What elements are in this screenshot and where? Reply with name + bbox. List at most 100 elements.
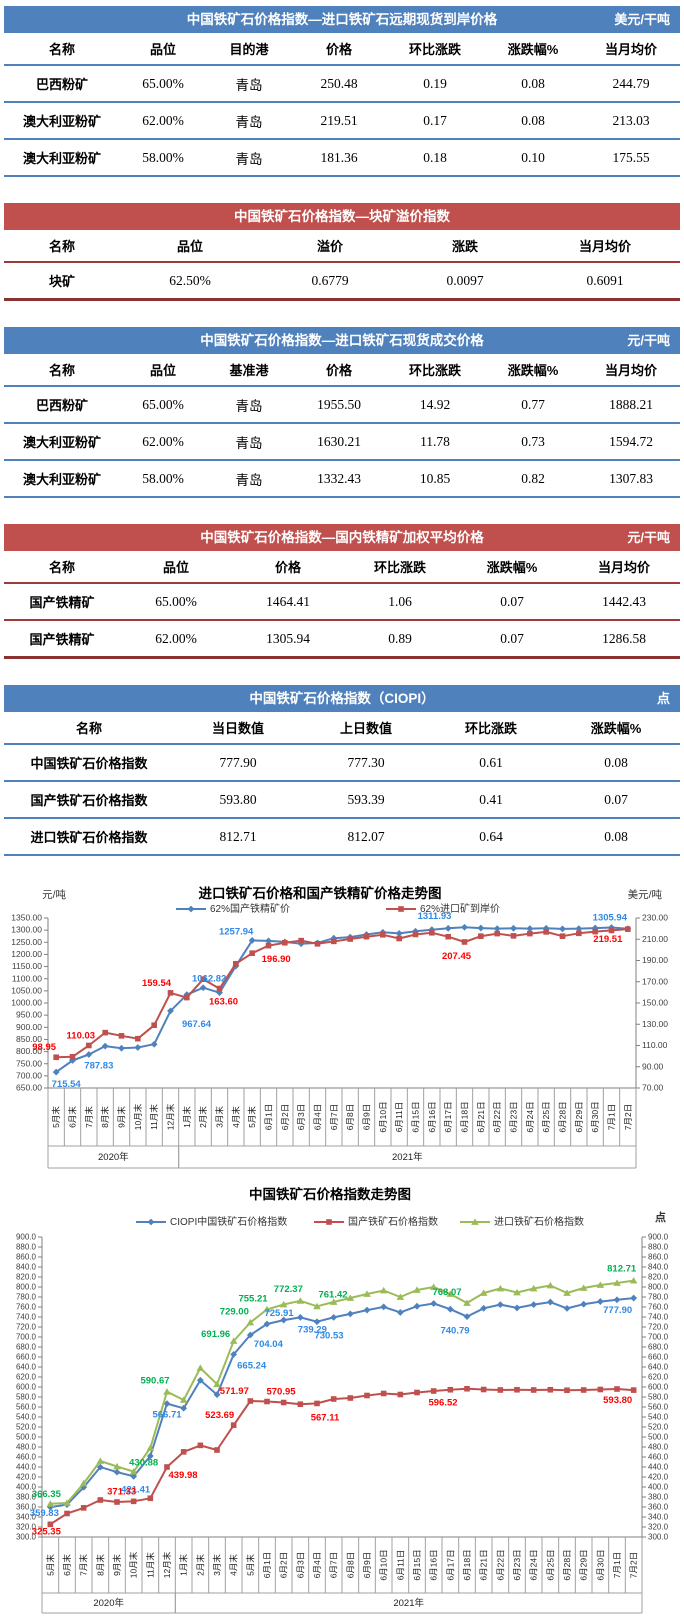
table-import-cfr: 中国铁矿石价格指数—进口铁矿石远期现货到岸价格 美元/干吨 名称 品位 目的港 价格 环比涨… bbox=[4, 6, 680, 177]
cell-value: 777.30 bbox=[347, 754, 385, 770]
header-row: 名称 品位 价格 环比涨跌 涨跌幅% 当月均价 bbox=[4, 551, 680, 583]
series-marker bbox=[113, 1462, 121, 1470]
series-marker bbox=[478, 933, 484, 939]
ciopi-index-trend-chart-container: 中国铁矿石价格指数走势图点 CIOPI中国铁矿石价格指数 国产铁矿石价格指数 进口铁矿… bbox=[0, 1179, 684, 1620]
x-axis-category-label: 5月末 bbox=[45, 1554, 55, 1576]
cell-value: 65.00% bbox=[155, 593, 197, 609]
series-marker bbox=[282, 939, 288, 946]
column-header: 涨跌幅% bbox=[507, 363, 559, 378]
data-label: 772.37 bbox=[274, 1284, 303, 1295]
series-marker bbox=[297, 940, 305, 948]
left-axis-tick-label: 700.00 bbox=[16, 1070, 42, 1080]
cell-value: 0.07 bbox=[500, 593, 524, 609]
series-marker bbox=[46, 1500, 55, 1507]
data-label: 725.91 bbox=[264, 1308, 294, 1319]
series-marker bbox=[199, 984, 207, 992]
cell-value: 250.48 bbox=[320, 75, 358, 91]
x-axis-category-label: 6月8日 bbox=[345, 1552, 355, 1578]
x-axis-category-label: 6月4日 bbox=[313, 1104, 323, 1130]
row-name: 澳大利亚粉矿 bbox=[22, 435, 101, 450]
column-header: 当月均价 bbox=[604, 42, 657, 57]
series-marker bbox=[547, 1386, 554, 1393]
data-label: 421.41 bbox=[121, 1484, 151, 1495]
right-axis-tick-label: 880.0 bbox=[648, 1243, 669, 1252]
data-label: 219.51 bbox=[593, 934, 623, 945]
left-axis-tick-label: 540.0 bbox=[16, 1413, 37, 1422]
legend-item: 62%进口矿到岸价 bbox=[386, 902, 500, 915]
x-axis-category-label: 6月2日 bbox=[279, 1552, 289, 1578]
right-axis-tick-label: 170.00 bbox=[642, 976, 668, 986]
column-header: 价格 bbox=[274, 560, 301, 575]
iron-ore-price-report: 中国铁矿石价格指数—进口铁矿石远期现货到岸价格 美元/干吨 名称 品位 目的港 价格 环比涨… bbox=[0, 6, 684, 1620]
cell-value: 10.85 bbox=[419, 470, 451, 486]
cell-value: 244.79 bbox=[612, 75, 650, 91]
x-axis-category-label: 6月10日 bbox=[379, 1549, 389, 1580]
table-title: 中国铁矿石价格指数（CIOPI） bbox=[249, 691, 435, 706]
data-label: 566.71 bbox=[152, 1410, 182, 1421]
series-marker bbox=[180, 1404, 188, 1412]
x-axis-category-label: 6月22日 bbox=[492, 1101, 502, 1132]
series-marker bbox=[97, 1497, 104, 1503]
header-row: 名称 品位 基准港 价格 环比涨跌 涨跌幅% 当月均价 bbox=[4, 354, 680, 386]
series-marker bbox=[630, 1387, 637, 1393]
series-marker bbox=[147, 1218, 155, 1226]
x-axis-category-label: 10月末 bbox=[129, 1551, 139, 1578]
series-marker bbox=[614, 1386, 620, 1392]
column-header: 涨跌幅% bbox=[590, 721, 642, 736]
right-axis-tick-label: 360.0 bbox=[648, 1503, 669, 1512]
series-marker bbox=[380, 1303, 388, 1311]
right-axis-tick-label: 110.00 bbox=[642, 1040, 668, 1050]
data-label: 593.80 bbox=[603, 1395, 632, 1406]
series-marker bbox=[608, 927, 615, 934]
x-axis-category-label: 6月30日 bbox=[595, 1549, 605, 1580]
right-axis-tick-label: 900.0 bbox=[648, 1233, 669, 1242]
series-marker bbox=[413, 1302, 421, 1310]
series-marker bbox=[330, 1396, 337, 1402]
table-row: 中国铁矿石价格指数 777.90 777.30 0.61 0.08 bbox=[4, 744, 680, 781]
data-label: 163.60 bbox=[209, 997, 238, 1008]
series-marker bbox=[480, 1386, 487, 1393]
column-header: 当月均价 bbox=[604, 363, 657, 378]
series-marker bbox=[247, 1398, 254, 1404]
cell-value: 812.07 bbox=[347, 828, 385, 844]
column-header: 当月均价 bbox=[597, 560, 650, 575]
data-label: 325.35 bbox=[32, 1526, 62, 1537]
series-marker bbox=[180, 1449, 187, 1455]
right-axis-tick-label: 150.00 bbox=[642, 998, 668, 1008]
right-axis-tick-label: 720.0 bbox=[648, 1323, 669, 1332]
column-header: 品位 bbox=[162, 560, 189, 575]
cell-value: 14.92 bbox=[419, 396, 451, 412]
series-marker bbox=[296, 1313, 304, 1321]
right-axis-tick-label: 420.0 bbox=[648, 1473, 669, 1482]
series-marker bbox=[363, 933, 370, 940]
x-axis-category-label: 6月10日 bbox=[378, 1101, 388, 1132]
series-marker bbox=[413, 1286, 421, 1293]
left-axis-unit: 元/吨 bbox=[42, 888, 66, 901]
x-axis-category-label: 5月末 bbox=[245, 1554, 255, 1576]
table-unit-label: 点 bbox=[656, 691, 670, 706]
cell-value: 0.07 bbox=[500, 630, 524, 646]
cell-value: 181.36 bbox=[320, 149, 358, 165]
cell-value: 0.82 bbox=[521, 470, 545, 486]
series-line-1 bbox=[56, 928, 628, 1059]
series-marker bbox=[363, 1290, 371, 1297]
table-title-band: 中国铁矿石价格指数—进口铁矿石现货成交价格 元/干吨 bbox=[4, 327, 680, 354]
series-marker bbox=[613, 1279, 621, 1286]
x-axis-category-label: 6月21日 bbox=[476, 1101, 486, 1132]
data-label: 366.35 bbox=[32, 1489, 62, 1500]
series-marker bbox=[118, 1033, 125, 1039]
series-marker bbox=[444, 924, 452, 932]
left-axis-tick-label: 740.0 bbox=[16, 1313, 37, 1322]
cell-value: 青岛 bbox=[235, 114, 263, 130]
row-name: 巴西粉矿 bbox=[35, 398, 88, 413]
series-marker bbox=[196, 1376, 204, 1384]
cell-value: 62.00% bbox=[155, 630, 197, 646]
series-marker bbox=[179, 1396, 188, 1403]
series-marker bbox=[364, 1392, 370, 1399]
series-marker bbox=[265, 942, 272, 949]
series-marker bbox=[395, 929, 403, 937]
series-marker bbox=[494, 930, 500, 937]
data-label: 570.95 bbox=[266, 1387, 296, 1398]
series-marker bbox=[510, 924, 517, 932]
cell-value: 1630.21 bbox=[317, 433, 361, 449]
